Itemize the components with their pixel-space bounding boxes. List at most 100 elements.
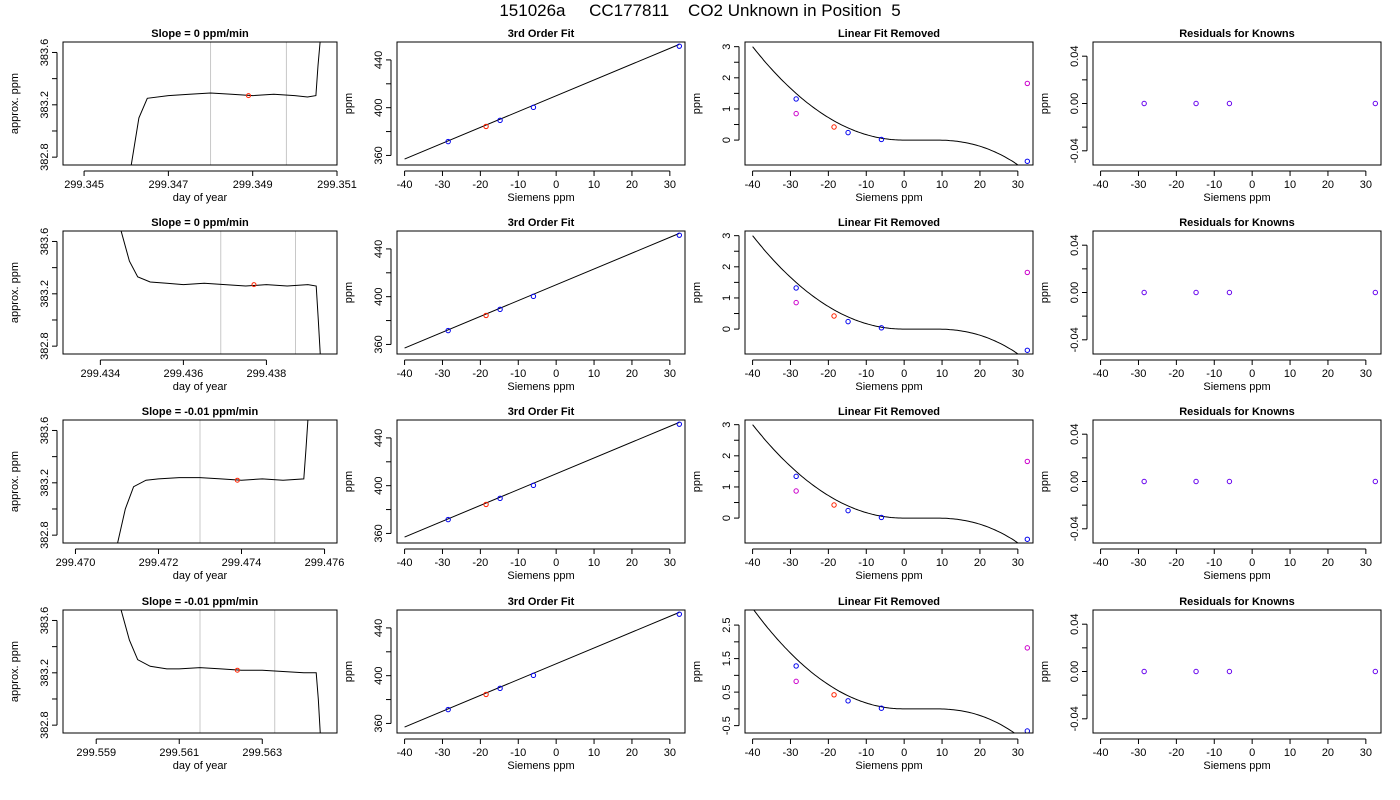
x-tick-label: 10 [936, 179, 948, 191]
plot-area [130, 42, 321, 165]
x-axis-label: Siemens ppm [507, 760, 574, 772]
x-axis-label: day of year [173, 192, 228, 204]
plot-frame [744, 419, 1034, 544]
panel-title: 3rd Order Fit [508, 596, 575, 608]
x-tick-label: 299.438 [247, 368, 287, 380]
x-tick-label: 30 [1360, 747, 1372, 759]
x-tick-label: -10 [858, 557, 874, 569]
x-tick-label: -20 [472, 557, 488, 569]
plot-frame [744, 609, 1034, 734]
x-tick-label: -40 [1093, 368, 1109, 380]
data-point [845, 507, 851, 514]
y-tick-label: 383.6 [39, 39, 51, 67]
x-axis-label: Siemens ppm [507, 192, 574, 204]
x-axis-label: Siemens ppm [507, 570, 574, 582]
panel-resid-row-2: Linear Fit Removed-40 -30 -20 -10 0 10 20 30Sie… [691, 217, 1034, 393]
panel-title: Linear Fit Removed [838, 596, 940, 608]
y-tick-label: -0.04 [1069, 138, 1081, 163]
y-tick-label: 2 [721, 453, 733, 459]
y-tick-label: 383.2 [39, 91, 51, 119]
data-point [793, 473, 799, 480]
y-tick-label: 360 [373, 335, 385, 353]
data-point [483, 312, 489, 319]
panel-resid-row-3: Linear Fit Removed-40 -30 -20 -10 0 10 20 30Sie… [691, 406, 1034, 582]
cubic-curve [752, 46, 1019, 165]
panel-fit-row-3: 3rd Order Fit -40 -30 -20 -10 0 10 20 30 Siemens … [343, 406, 686, 582]
data-point [1024, 536, 1031, 542]
x-tick-label: 299.349 [233, 179, 273, 191]
panel-title: Slope = 0 ppm/min [151, 28, 249, 40]
x-tick-label: 0 [1249, 368, 1255, 380]
data-point [845, 129, 851, 136]
x-tick-label: 30 [1012, 368, 1024, 380]
data-point [831, 124, 837, 130]
trace-line [130, 42, 321, 165]
plot-frame [62, 419, 338, 544]
panel-title: 3rd Order Fit [508, 217, 575, 229]
x-tick-label: 20 [626, 368, 638, 380]
plot-frame [62, 609, 338, 734]
x-tick-label: -40 [745, 179, 761, 191]
data-point [1193, 478, 1199, 485]
x-axis-label: day of year [173, 760, 228, 772]
data-point [530, 672, 537, 679]
y-tick-label: -0.04 [1069, 516, 1081, 541]
x-tick-label: -20 [472, 179, 488, 191]
data-point [831, 502, 837, 508]
x-tick-label: 20 [1322, 747, 1334, 759]
plot-area [404, 43, 683, 160]
data-point [845, 698, 851, 704]
y-tick-label: 0.04 [1069, 423, 1081, 444]
plot-area [1141, 289, 1379, 296]
x-tick-label: -20 [1168, 368, 1184, 380]
x-tick-label: 30 [1012, 747, 1024, 759]
x-tick-label: -40 [397, 368, 413, 380]
cubic-curve [752, 235, 1019, 354]
y-tick-label: 383.6 [39, 417, 51, 445]
y-tick-label: 3 [721, 422, 733, 428]
x-tick-label: -30 [1131, 179, 1147, 191]
trace-line [120, 231, 321, 354]
x-tick-label: 10 [588, 179, 600, 191]
x-tick-label: -40 [745, 368, 761, 380]
data-point [497, 685, 503, 692]
y-tick-label: 1 [721, 484, 733, 490]
data-point [1226, 289, 1233, 296]
x-tick-label: -10 [858, 368, 874, 380]
cubic-curve [753, 610, 1016, 733]
y-axis-label: ppm [343, 661, 355, 682]
panel-trace-row-2: Slope = 0 ppm/min 299.434 299.436 299.438 da… [9, 217, 338, 393]
x-axis-label: Siemens ppm [855, 760, 922, 772]
y-tick-label: 360 [373, 714, 385, 732]
plot-area [117, 420, 309, 543]
x-tick-label: 10 [936, 368, 948, 380]
x-tick-label: 0 [553, 557, 559, 569]
y-tick-label: 2.5 [721, 617, 733, 632]
x-tick-label: -30 [435, 747, 451, 759]
plot-area [404, 232, 683, 349]
y-tick-label: 440 [373, 619, 385, 637]
data-point [483, 123, 489, 130]
x-tick-label: -10 [858, 179, 874, 191]
plot-area [404, 421, 683, 538]
x-tick-label: 299.470 [56, 557, 96, 569]
panel-trace-row-4: Slope = -0.01 ppm/min 299.559 299.561 299.5… [9, 596, 338, 772]
panel-title: Linear Fit Removed [838, 217, 940, 229]
x-tick-label: -40 [397, 179, 413, 191]
x-tick-label: -20 [820, 747, 836, 759]
data-point [831, 313, 837, 319]
data-point [1024, 269, 1031, 276]
x-tick-label: -30 [783, 179, 799, 191]
y-tick-label: 382.8 [39, 332, 51, 360]
y-tick-label: 0.00 [1069, 661, 1081, 682]
x-tick-label: -20 [820, 557, 836, 569]
data-point [676, 421, 683, 427]
x-tick-label: -30 [1131, 368, 1147, 380]
x-axis-label: Siemens ppm [855, 192, 922, 204]
data-point [1141, 478, 1147, 485]
x-tick-label: -20 [820, 179, 836, 191]
plot-area [753, 610, 1031, 733]
trace-marker [234, 477, 240, 483]
y-tick-label: 0.04 [1069, 234, 1081, 255]
x-tick-label: -30 [435, 368, 451, 380]
